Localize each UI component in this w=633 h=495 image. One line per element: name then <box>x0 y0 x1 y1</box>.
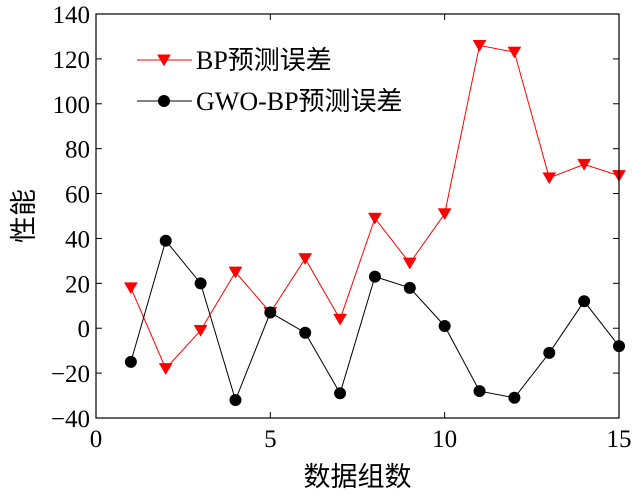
y-tick-label: 120 <box>53 47 91 74</box>
data-point <box>402 257 417 270</box>
axes: 0 5 10 15 −40 −20 0 20 40 60 80 100 120 140 <box>51 2 632 453</box>
x-tick-label: 10 <box>432 426 457 453</box>
y-tick-label: 80 <box>65 137 90 164</box>
plot-frame <box>95 13 620 419</box>
legend-label-1: BP预测误差 <box>196 46 332 75</box>
y-tick-label: −20 <box>51 361 90 388</box>
y-tick-label: 40 <box>65 226 90 253</box>
data-point <box>367 212 382 225</box>
x-tick-label: 15 <box>607 426 632 453</box>
data-point <box>542 172 557 185</box>
y-tick-label: 140 <box>53 2 91 29</box>
data-point <box>577 158 592 171</box>
data-point <box>158 363 173 375</box>
data-point <box>228 266 243 279</box>
data-point <box>194 277 207 290</box>
x-tick-label: 5 <box>264 426 277 453</box>
plot-area <box>123 39 626 407</box>
legend-label-2: GWO-BP预测误差 <box>196 87 403 116</box>
series-line-2 <box>130 239 620 402</box>
data-point <box>578 295 591 308</box>
data-point <box>193 325 208 337</box>
data-point <box>123 282 138 295</box>
y-tick-label: 0 <box>78 316 91 343</box>
data-point <box>507 46 522 59</box>
data-point <box>438 319 451 332</box>
x-axis-label: 数据组数 <box>304 462 412 493</box>
data-point <box>124 355 137 368</box>
data-point <box>543 346 556 359</box>
data-point <box>508 391 521 404</box>
legend-marker-1 <box>157 54 171 67</box>
x-tick-label: 0 <box>90 426 103 453</box>
y-tick-label: 20 <box>65 271 90 298</box>
data-point <box>299 326 312 339</box>
data-point <box>264 306 277 319</box>
data-point <box>298 253 313 265</box>
data-point <box>403 281 416 294</box>
data-point <box>368 270 381 283</box>
data-point <box>159 234 172 247</box>
data-point <box>472 39 487 52</box>
legend: BP预测误差 GWO-BP预测误差 <box>137 46 403 116</box>
data-point <box>333 313 348 326</box>
data-point <box>229 394 242 407</box>
y-tick-label: −40 <box>51 406 90 433</box>
data-point <box>334 387 347 400</box>
y-axis-label: 性能 <box>9 189 40 243</box>
y-tick-label: 100 <box>53 92 91 119</box>
data-point <box>473 385 486 398</box>
data-point <box>437 208 452 221</box>
legend-marker-2 <box>158 95 170 107</box>
y-tick-label: 60 <box>65 182 90 209</box>
